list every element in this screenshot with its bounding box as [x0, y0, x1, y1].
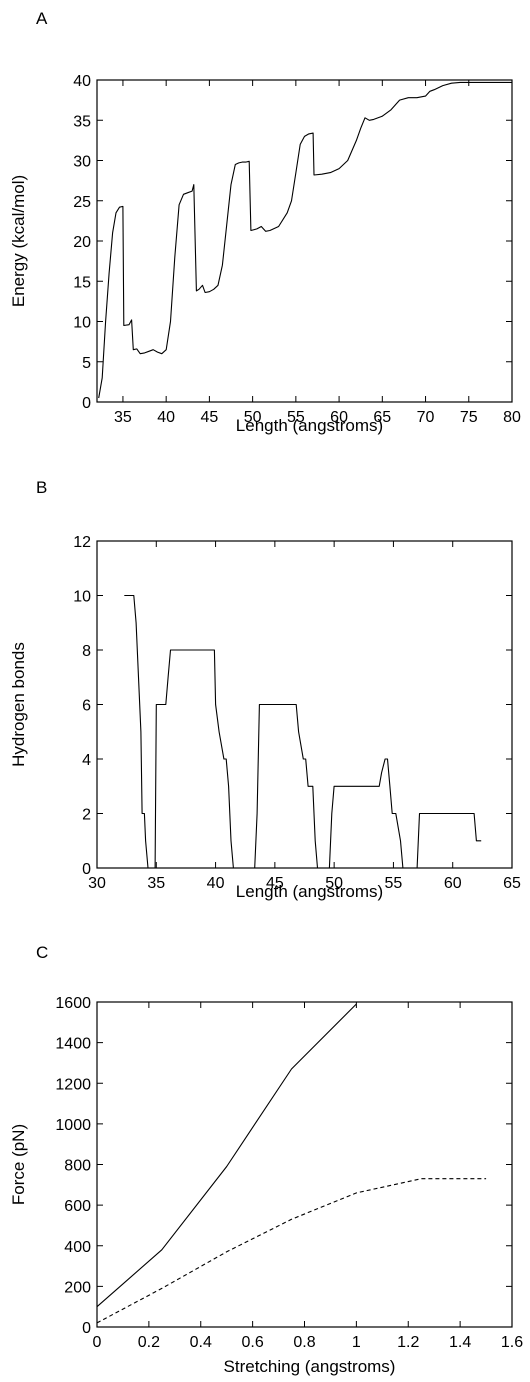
- series-line-solid: [96, 1003, 357, 1308]
- y-tick-label: 1600: [55, 995, 91, 1012]
- x-tick-label: 1: [352, 1334, 361, 1351]
- y-tick-label: 0: [82, 1320, 91, 1337]
- y-tick-label: 20: [73, 234, 91, 251]
- x-tick-label: 35: [147, 875, 165, 892]
- x-tick-label: 0.4: [190, 1334, 212, 1351]
- y-tick-label: 600: [64, 1198, 91, 1215]
- x-axis-label: Stretching (angstroms): [224, 1357, 396, 1376]
- y-tick-label: 1400: [55, 1036, 91, 1053]
- y-axis-label: Energy (kcal/mol): [9, 175, 28, 307]
- y-tick-label: 4: [82, 752, 91, 769]
- series-line-dashed: [96, 1178, 487, 1324]
- y-axis-label: Hydrogen bonds: [9, 642, 28, 767]
- x-tick-label: 30: [88, 875, 106, 892]
- x-tick-label: 50: [244, 409, 262, 426]
- x-tick-label: 0.6: [242, 1334, 264, 1351]
- x-tick-label: 55: [287, 409, 305, 426]
- y-tick-label: 2: [82, 807, 91, 824]
- x-tick-label: 50: [325, 875, 343, 892]
- y-tick-label: 10: [73, 589, 91, 606]
- y-tick-label: 8: [82, 643, 91, 660]
- y-tick-label: 25: [73, 194, 91, 211]
- x-tick-label: 60: [330, 409, 348, 426]
- x-tick-label: 1.4: [449, 1334, 471, 1351]
- y-tick-label: 200: [64, 1279, 91, 1296]
- x-tick-label: 0: [93, 1334, 102, 1351]
- x-tick-label: 40: [207, 875, 225, 892]
- x-tick-label: 35: [114, 409, 132, 426]
- x-tick-label: 1.2: [397, 1334, 419, 1351]
- y-tick-label: 6: [82, 698, 91, 715]
- x-tick-label: 55: [385, 875, 403, 892]
- x-tick-label: 65: [373, 409, 391, 426]
- y-tick-label: 40: [73, 73, 91, 90]
- x-tick-label: 45: [266, 875, 284, 892]
- y-tick-label: 30: [73, 154, 91, 171]
- y-tick-label: 10: [73, 315, 91, 332]
- panel-label: A: [36, 9, 48, 28]
- y-tick-label: 35: [73, 113, 91, 130]
- x-axis-label: Length (angstroms): [236, 882, 383, 901]
- y-tick-label: 5: [82, 355, 91, 372]
- y-axis-label: Force (pN): [9, 1124, 28, 1205]
- series-line-solid: [124, 594, 482, 869]
- y-tick-label: 0: [82, 861, 91, 878]
- x-axis-label: Length (angstroms): [236, 416, 383, 435]
- chart-panel-c: C 0 0.2 0.4 0.6 0.8 1 1.2 1.4 1.6 0 200 400 600 800 100…: [9, 943, 523, 1376]
- y-tick-label: 0: [82, 395, 91, 412]
- y-tick-label: 15: [73, 274, 91, 291]
- x-tick-label: 80: [503, 409, 521, 426]
- y-tick-label: 1000: [55, 1117, 91, 1134]
- chart-panel-a: A 35 40 45 50 55 60 65 70 75 80 0 5 10 15 20 25 30 35 40 Len…: [9, 9, 521, 435]
- x-tick-label: 45: [200, 409, 218, 426]
- series-line-solid: [98, 81, 512, 399]
- y-tick-label: 400: [64, 1239, 91, 1256]
- x-tick-label: 0.8: [293, 1334, 315, 1351]
- y-tick-label: 12: [73, 534, 91, 551]
- x-tick-label: 65: [503, 875, 521, 892]
- panel-label: C: [36, 943, 48, 962]
- x-tick-label: 75: [460, 409, 478, 426]
- y-tick-label: 800: [64, 1158, 91, 1175]
- x-tick-label: 70: [417, 409, 435, 426]
- plot-frame: [96, 79, 513, 403]
- x-tick-label: 1.6: [501, 1334, 523, 1351]
- panel-label: B: [36, 478, 47, 497]
- plot-frame: [96, 1001, 513, 1328]
- x-tick-label: 60: [444, 875, 462, 892]
- x-tick-label: 0.2: [138, 1334, 160, 1351]
- x-tick-label: 40: [157, 409, 175, 426]
- y-tick-label: 1200: [55, 1076, 91, 1093]
- chart-panel-b: B 30 35 40 45 50 55 60 65 0 2 4 6 8 10 12 Length (angstr…: [9, 478, 521, 901]
